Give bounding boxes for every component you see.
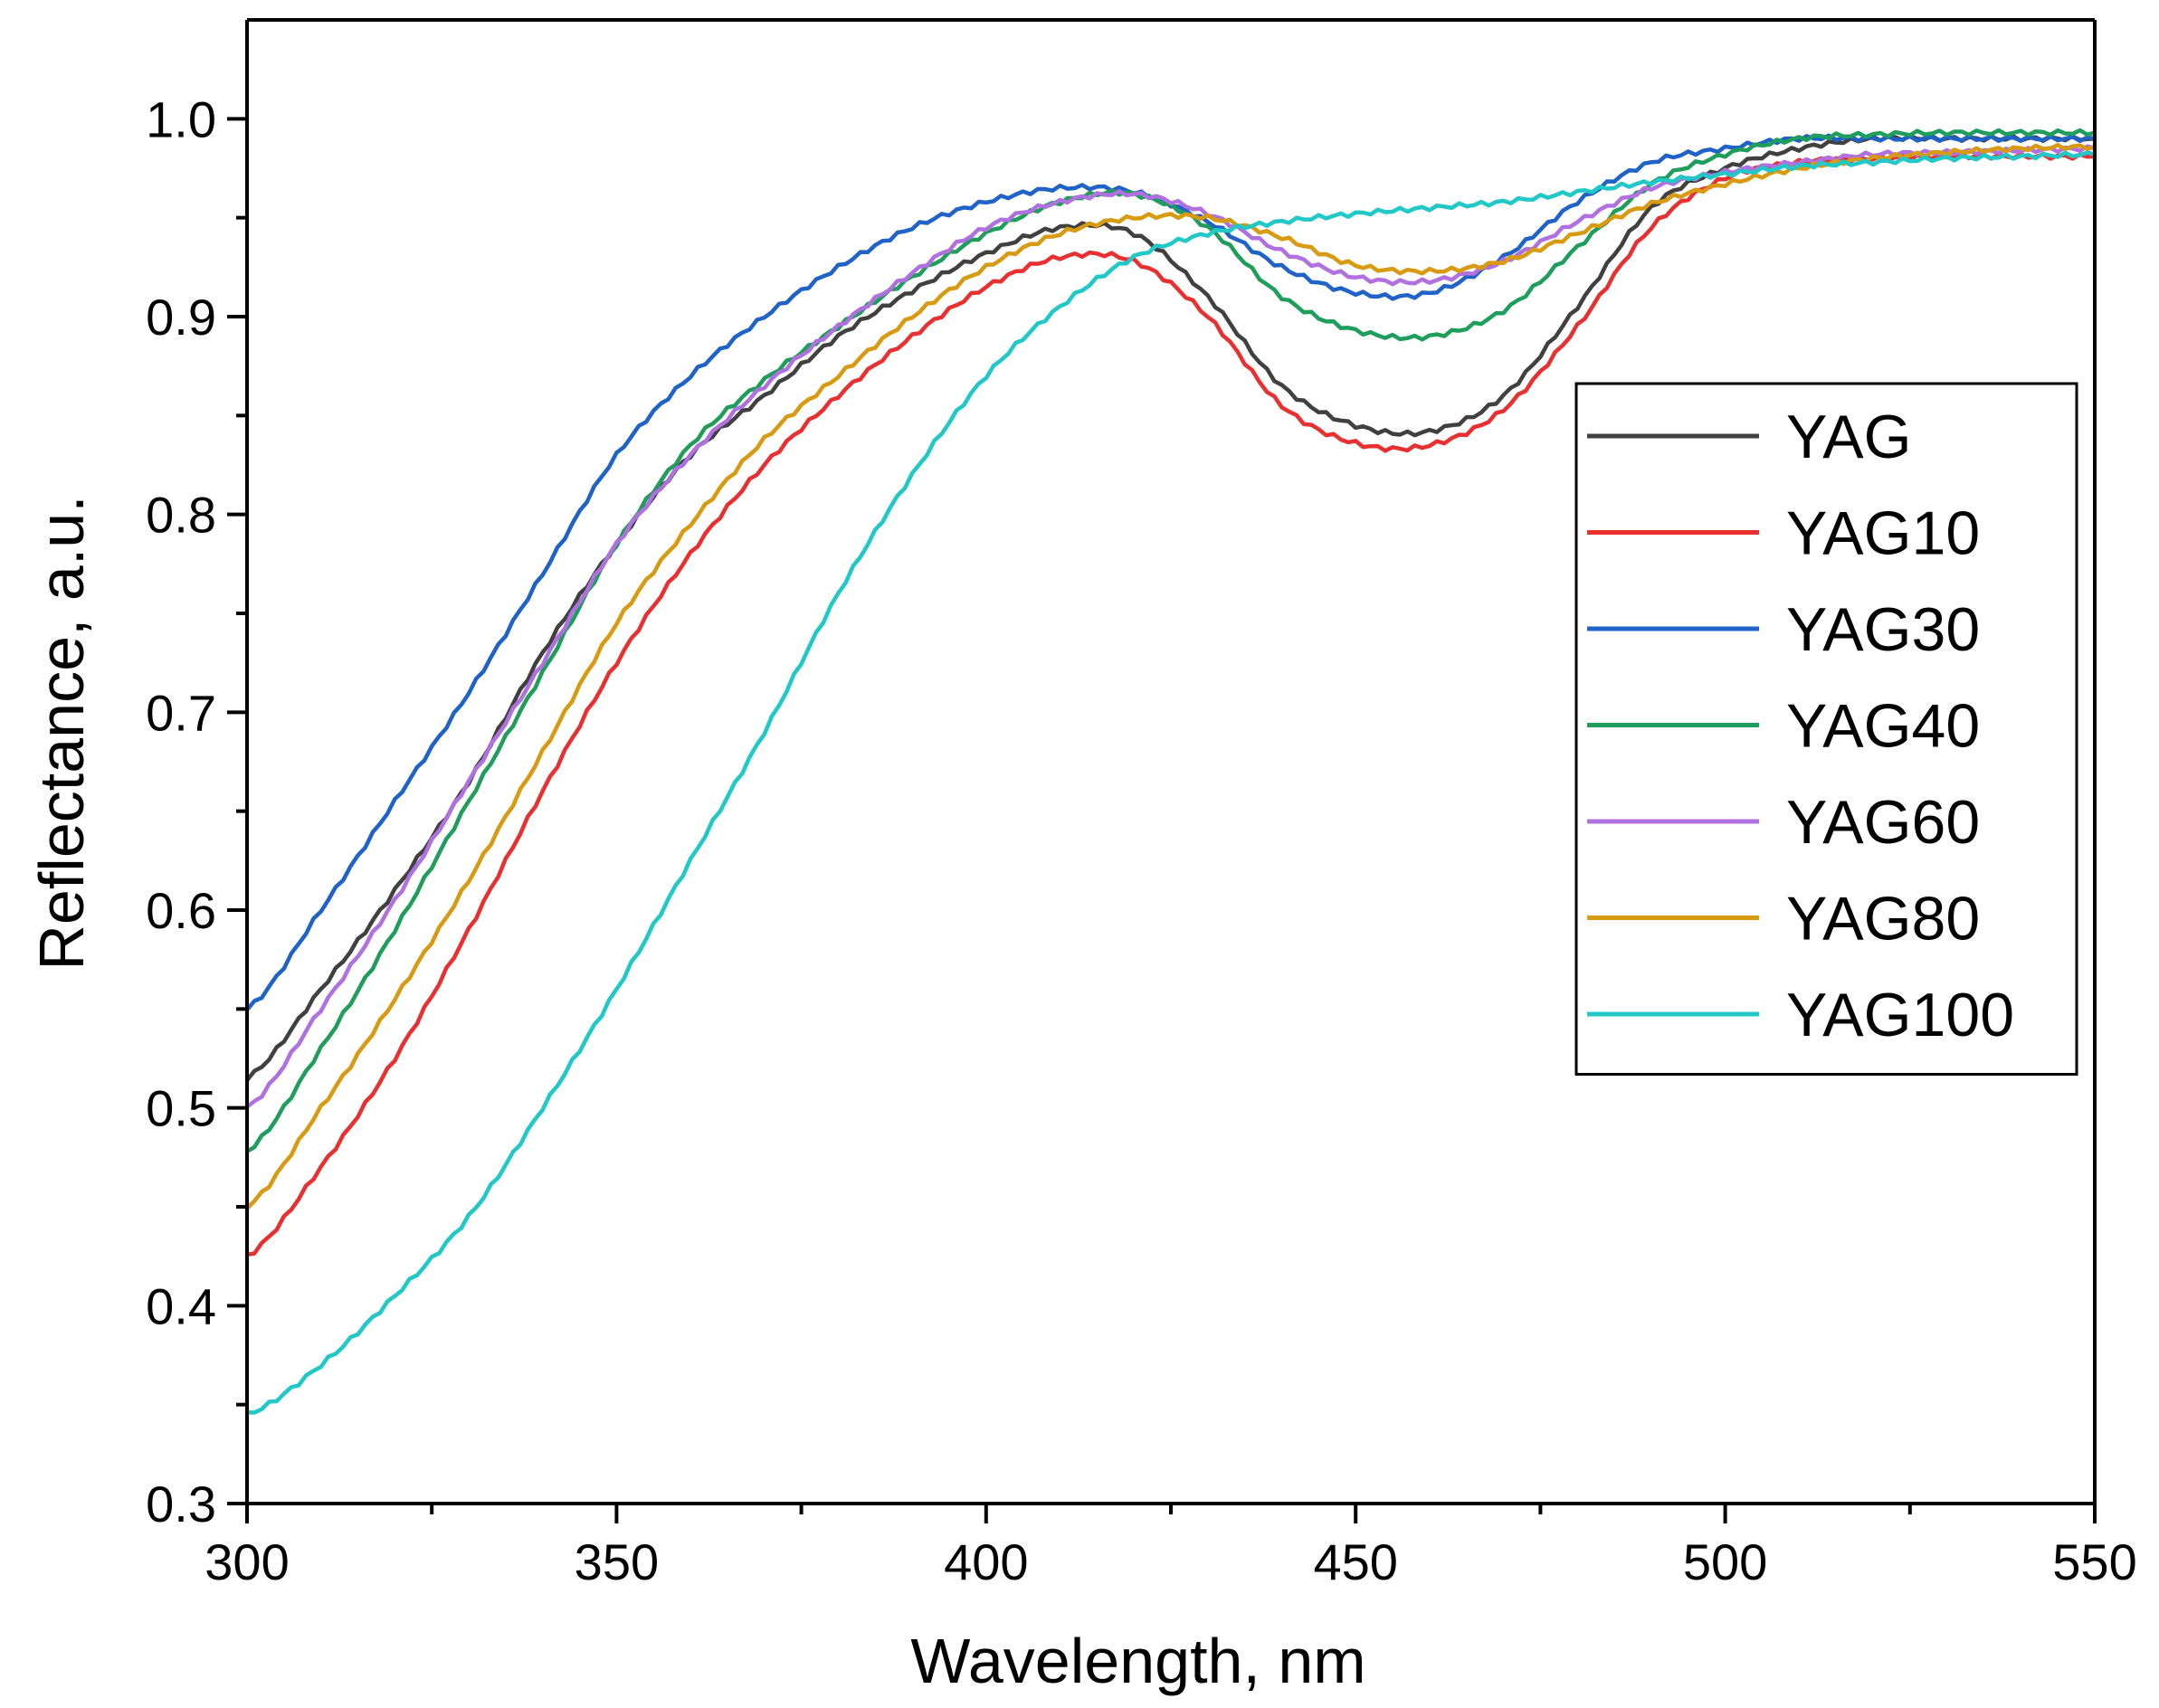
x-axis-title: Wavelength, nm — [910, 1626, 1365, 1696]
series-line-yag60 — [247, 144, 2095, 1109]
ticks-layer: 300 350 400 450 500 550 0.3 0.4 0.5 0.6 0.7 0.8 0.9 1… — [146, 90, 2137, 1590]
series-layer — [247, 128, 2095, 1415]
series-line-yag80 — [247, 143, 2095, 1210]
legend-label-yag30: YAG30 — [1786, 595, 1980, 664]
x-tick-label: 300 — [204, 1533, 289, 1590]
y-tick-label: 0.6 — [146, 882, 216, 939]
series-line-yag — [247, 133, 2095, 1082]
legend-label-yag100: YAG100 — [1786, 981, 2014, 1049]
y-axis-title: Reflectance, a.u. — [26, 495, 97, 970]
y-tick-label: 0.9 — [146, 289, 216, 346]
y-tick-label: 1.0 — [146, 90, 216, 147]
legend-box — [1574, 382, 2078, 1076]
legend-label-yag60: YAG60 — [1786, 788, 1980, 857]
y-tick-label: 0.5 — [146, 1080, 216, 1137]
legend: YAG YAG10 YAG30 YAG40 YAG60 YAG80 YAG100 — [1574, 382, 2078, 1076]
x-tick-label: 450 — [1313, 1533, 1397, 1590]
legend-label-yag40: YAG40 — [1786, 692, 1980, 761]
x-tick-label: 500 — [1683, 1533, 1767, 1590]
legend-label-yag: YAG — [1786, 403, 1912, 471]
legend-label-yag80: YAG80 — [1786, 885, 1980, 954]
y-tick-label: 0.7 — [146, 684, 216, 741]
x-tick-label: 550 — [2052, 1533, 2136, 1590]
y-tick-label: 0.4 — [146, 1277, 216, 1334]
x-tick-label: 350 — [575, 1533, 659, 1590]
y-tick-label: 0.8 — [146, 487, 216, 544]
legend-label-yag10: YAG10 — [1786, 499, 1980, 568]
x-tick-label: 400 — [944, 1533, 1028, 1590]
y-tick-label: 0.3 — [146, 1476, 216, 1532]
series-line-yag100 — [247, 150, 2095, 1415]
